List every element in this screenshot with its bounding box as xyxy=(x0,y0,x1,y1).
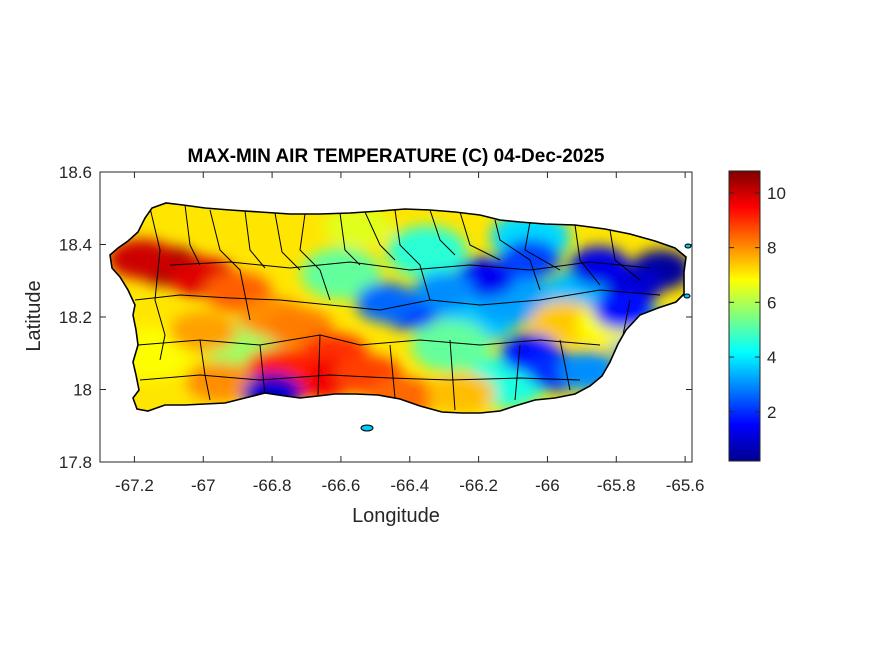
municipal-border xyxy=(209,209,251,321)
municipal-border xyxy=(394,209,431,301)
municipal-border xyxy=(389,344,396,399)
colorbar-tick-label: 10 xyxy=(767,184,786,203)
municipal-border xyxy=(429,209,456,256)
y-axis-label: Latitude xyxy=(23,280,45,351)
municipal-border xyxy=(609,229,641,281)
colorbar-tick-label: 2 xyxy=(767,403,776,422)
temperature-cell xyxy=(411,320,492,372)
municipal-border xyxy=(299,213,331,301)
x-axis-label: Longitude xyxy=(352,505,440,527)
x-tick-label: -65.8 xyxy=(597,476,636,495)
chart-title: MAX-MIN AIR TEMPERATURE (C) 04-Dec-2025 xyxy=(188,146,605,167)
municipal-border xyxy=(134,289,661,311)
colorbar-tick-label: 6 xyxy=(767,293,776,312)
municipal-border xyxy=(169,261,651,271)
cold-cell xyxy=(569,246,630,287)
x-axis: -67.2 -67 -66.8 -66.6 -66.4 -66.2 -66 -65.8 -65.… xyxy=(115,172,704,495)
colorbar-tick-label: 8 xyxy=(767,239,776,258)
municipal-border xyxy=(137,334,601,346)
y-axis: 18.6 18.4 18.2 18 17.8 xyxy=(59,163,692,472)
municipal-border xyxy=(244,210,266,269)
x-tick-label: -66.2 xyxy=(459,476,498,495)
municipal-border xyxy=(574,224,601,286)
temperature-cell xyxy=(386,225,467,278)
x-tick-label: -66.4 xyxy=(390,476,429,495)
offshore-island xyxy=(683,293,691,299)
municipal-border xyxy=(494,219,541,291)
cold-cell xyxy=(355,282,416,323)
coastline xyxy=(109,202,687,414)
municipal-border xyxy=(449,339,456,411)
municipal-border xyxy=(199,339,211,401)
x-tick-label: -67 xyxy=(191,476,216,495)
y-tick-label: 18.6 xyxy=(59,163,92,182)
municipal-border xyxy=(524,221,561,271)
y-tick-label: 18.4 xyxy=(59,236,92,255)
colorbar xyxy=(728,170,761,462)
x-tick-label: -67.2 xyxy=(115,476,154,495)
x-tick-label: -65.6 xyxy=(666,476,705,495)
municipal-border xyxy=(559,339,571,391)
colorbar-tick-label: 4 xyxy=(767,348,776,367)
y-tick-label: 17.8 xyxy=(59,453,92,472)
colorbar-ticks: 2 4 6 8 10 xyxy=(729,184,786,422)
y-tick-label: 18 xyxy=(73,381,92,400)
x-tick-label: -66 xyxy=(535,476,560,495)
municipal-border xyxy=(317,334,321,396)
municipal-border xyxy=(339,212,361,266)
hot-cell xyxy=(427,373,496,413)
municipal-border xyxy=(364,211,396,261)
municipal-border xyxy=(459,211,501,261)
cold-cell xyxy=(414,271,475,312)
offshore-island xyxy=(360,424,374,432)
x-tick-label: -66.6 xyxy=(322,476,361,495)
cold-cell xyxy=(500,239,561,279)
y-tick-label: 18.2 xyxy=(59,308,92,327)
temperature-cell xyxy=(300,247,381,300)
municipal-border xyxy=(184,204,201,266)
hot-cell xyxy=(186,362,255,403)
hot-cell xyxy=(324,206,393,247)
x-tick-label: -66.8 xyxy=(253,476,292,495)
municipal-border xyxy=(139,374,581,381)
offshore-islands xyxy=(360,243,692,432)
municipal-border xyxy=(514,344,521,401)
municipal-border xyxy=(274,212,301,271)
hot-cell xyxy=(169,311,238,352)
municipal-border xyxy=(259,344,266,396)
municipal-borders xyxy=(134,204,661,411)
